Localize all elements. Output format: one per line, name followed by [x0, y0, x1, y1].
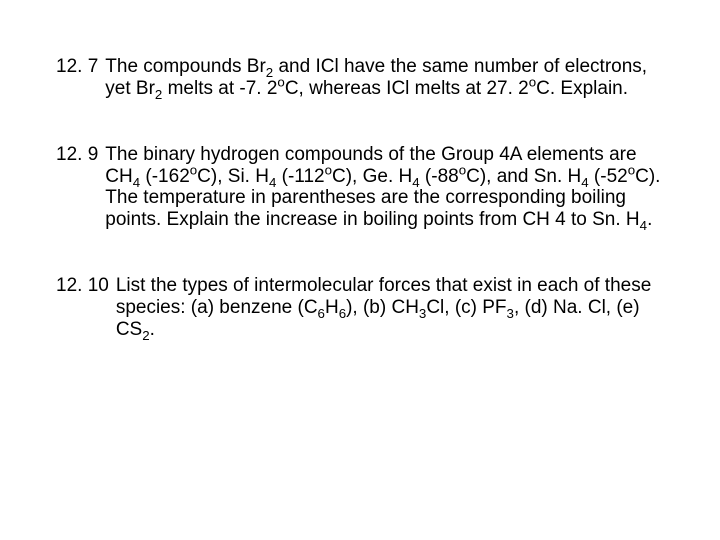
page: 12. 7 The compounds Br2 and ICl have the…	[0, 0, 720, 341]
question-12-7: 12. 7 The compounds Br2 and ICl have the…	[56, 56, 664, 100]
question-body: The binary hydrogen compounds of the Gro…	[98, 144, 664, 231]
question-number: 12. 7	[56, 56, 98, 100]
question-number: 12. 10	[56, 275, 109, 341]
question-12-10: 12. 10 List the types of intermolecular …	[56, 275, 664, 341]
question-number: 12. 9	[56, 144, 98, 231]
question-body: List the types of intermolecular forces …	[109, 275, 664, 341]
question-12-9: 12. 9 The binary hydrogen compounds of t…	[56, 144, 664, 231]
question-body: The compounds Br2 and ICl have the same …	[98, 56, 664, 100]
